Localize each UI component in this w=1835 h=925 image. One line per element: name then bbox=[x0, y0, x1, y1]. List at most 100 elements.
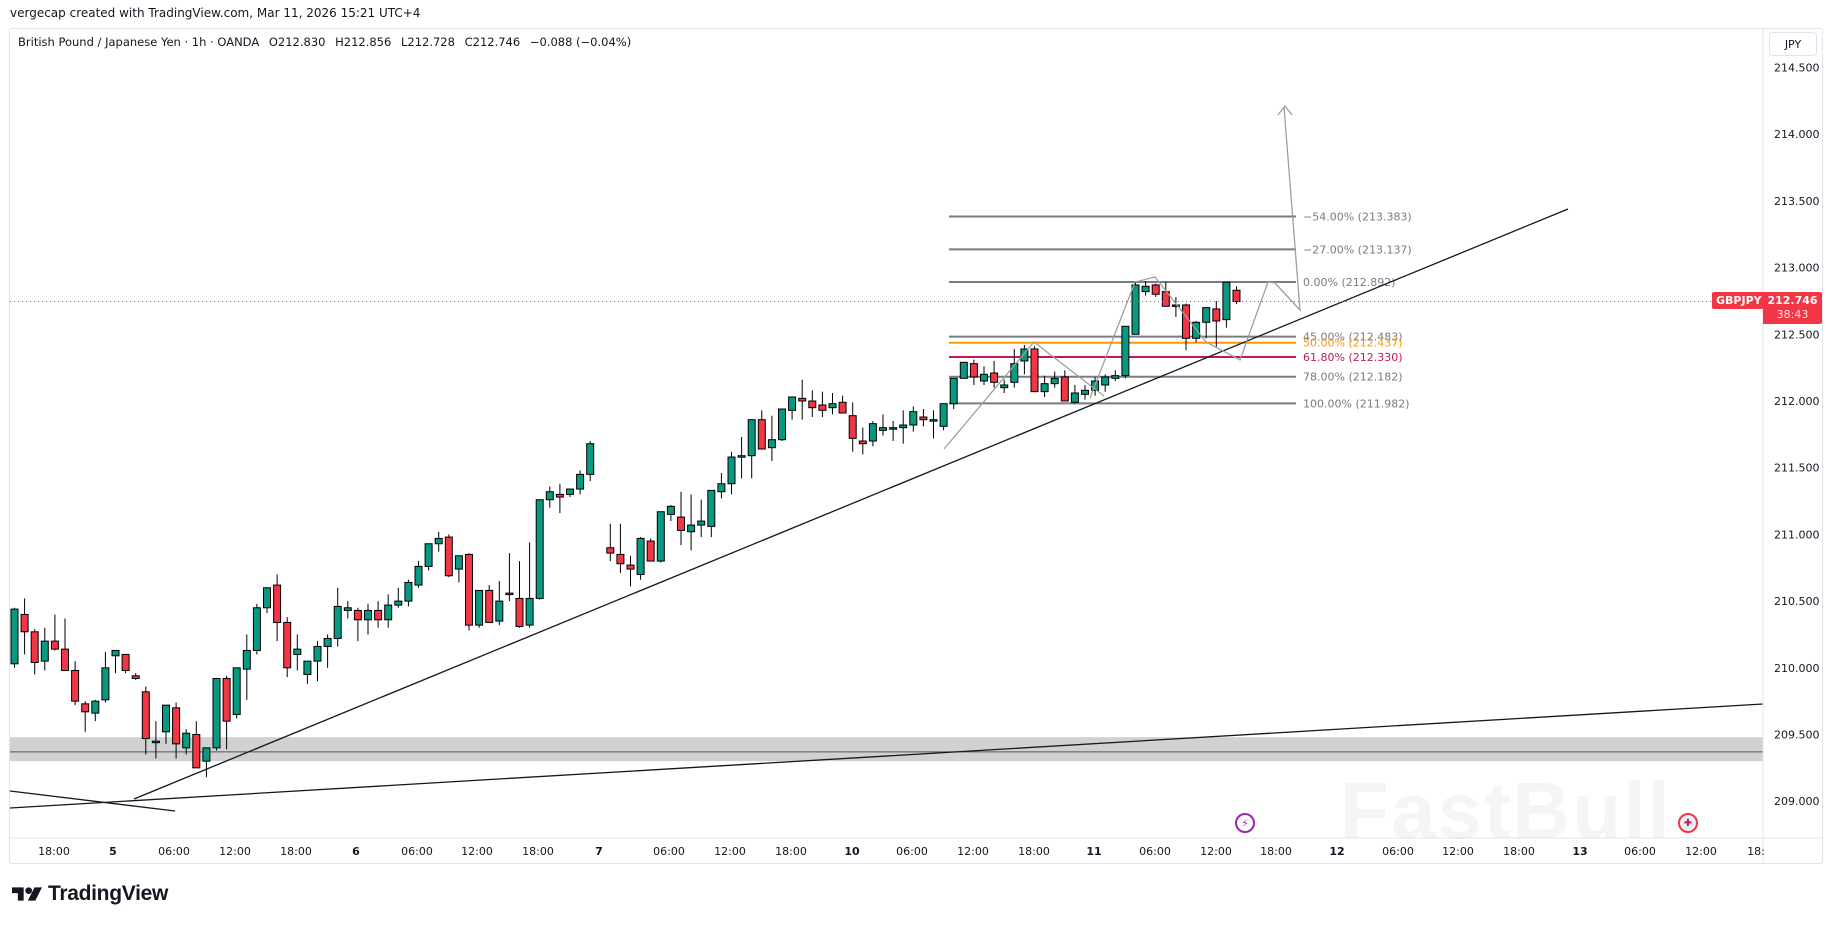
change-value: −0.088 (−0.04%) bbox=[529, 35, 632, 49]
fib-level-label: −54.00% (213.383) bbox=[1303, 211, 1412, 224]
support-zone-rect[interactable] bbox=[10, 737, 1763, 762]
candle bbox=[586, 443, 595, 475]
tradingview-logo: TradingView bbox=[12, 882, 168, 906]
price-tick: 212.500 bbox=[1774, 328, 1820, 341]
projection-zigzag-1[interactable] bbox=[943, 341, 1105, 450]
time-tick: 06:00 bbox=[1624, 845, 1656, 858]
fib-level-label: 61.80% (212.330) bbox=[1303, 351, 1403, 364]
candle bbox=[1121, 325, 1130, 377]
candle bbox=[222, 677, 231, 722]
candle bbox=[182, 732, 191, 749]
candle bbox=[626, 564, 635, 570]
candle bbox=[757, 419, 766, 450]
symbol-legend: British Pound / Japanese Yen · 1h · OAND… bbox=[18, 35, 637, 49]
candle bbox=[313, 645, 322, 662]
time-tick: 6 bbox=[352, 845, 360, 858]
candle bbox=[818, 404, 827, 411]
candles bbox=[10, 280, 1241, 778]
last-price-value: 212.746 bbox=[1767, 294, 1818, 307]
candle bbox=[1222, 281, 1231, 321]
chart-frame[interactable] bbox=[9, 28, 1823, 864]
time-tick: 18:00 bbox=[280, 845, 312, 858]
candle bbox=[505, 592, 514, 596]
candle bbox=[131, 675, 140, 679]
candle bbox=[424, 543, 433, 567]
candle bbox=[343, 607, 352, 611]
candle bbox=[444, 536, 453, 577]
candle bbox=[101, 667, 110, 701]
candle bbox=[747, 419, 756, 457]
candle bbox=[434, 537, 443, 545]
candle bbox=[111, 649, 120, 657]
candle bbox=[212, 677, 221, 749]
ascending-trendline[interactable] bbox=[133, 208, 1569, 800]
time-tick: 13 bbox=[1572, 845, 1587, 858]
time-tick: 12:00 bbox=[714, 845, 746, 858]
projection-zigzag-2[interactable] bbox=[1089, 106, 1301, 399]
candle bbox=[81, 703, 90, 713]
candle bbox=[1040, 383, 1049, 393]
candle bbox=[798, 397, 807, 402]
time-tick: 18:00 bbox=[775, 845, 807, 858]
fib-level-label: 100.00% (211.982) bbox=[1303, 397, 1410, 410]
time-tick: 12:00 bbox=[957, 845, 989, 858]
candle bbox=[788, 396, 797, 411]
low-value: L212.728 bbox=[400, 35, 455, 49]
candle bbox=[374, 609, 383, 621]
candle bbox=[919, 416, 928, 421]
price-tick: 211.500 bbox=[1774, 462, 1820, 475]
candle bbox=[969, 363, 978, 378]
candle bbox=[1232, 289, 1241, 302]
candle bbox=[454, 555, 463, 570]
chart-credit: vergecap created with TradingView.com, M… bbox=[10, 6, 421, 20]
candle bbox=[1111, 375, 1120, 379]
uk-flag-event-icon[interactable]: ✚ bbox=[1678, 813, 1698, 833]
symbol-name[interactable]: British Pound / Japanese Yen · 1h · OAND… bbox=[18, 35, 260, 49]
candle bbox=[959, 361, 968, 379]
candle bbox=[353, 609, 362, 621]
candle bbox=[242, 649, 251, 670]
currency-button[interactable]: JPY bbox=[1769, 32, 1817, 56]
candle bbox=[858, 440, 867, 445]
fib-level-label: 45.00% (212.483) bbox=[1303, 331, 1403, 344]
candle bbox=[404, 581, 413, 602]
time-tick: 11 bbox=[1086, 845, 1101, 858]
candle bbox=[606, 547, 615, 554]
candle bbox=[980, 373, 988, 382]
candle bbox=[1060, 376, 1069, 402]
candle bbox=[293, 648, 302, 655]
candle bbox=[707, 489, 716, 527]
price-tick: 210.500 bbox=[1774, 595, 1820, 608]
candle bbox=[929, 419, 938, 422]
candle bbox=[677, 516, 685, 531]
candle bbox=[808, 400, 817, 409]
candle bbox=[91, 700, 100, 714]
candle bbox=[1020, 348, 1029, 362]
candle bbox=[10, 608, 19, 665]
candle bbox=[303, 660, 312, 675]
candle bbox=[485, 589, 494, 623]
short-trendline[interactable] bbox=[9, 790, 176, 812]
candle bbox=[848, 415, 857, 439]
lightning-event-icon[interactable]: ⚡ bbox=[1235, 813, 1255, 833]
time-tick: 06:00 bbox=[1139, 845, 1171, 858]
high-value: H212.856 bbox=[335, 35, 392, 49]
axes: 214.500 214.000 213.500 213.000 212.500 212.0… bbox=[10, 29, 1822, 864]
candle bbox=[364, 609, 372, 621]
candle bbox=[394, 600, 403, 606]
candle bbox=[717, 483, 726, 493]
long-trendline[interactable] bbox=[9, 703, 1764, 809]
price-tick: 212.000 bbox=[1774, 395, 1820, 408]
candle bbox=[939, 403, 948, 427]
candle bbox=[515, 597, 524, 627]
fib-level-label: 0.00% (212.892) bbox=[1303, 276, 1396, 289]
close-value: C212.746 bbox=[464, 35, 521, 49]
time-tick: 06:00 bbox=[401, 845, 433, 858]
candle bbox=[323, 637, 332, 647]
symbol-price-tag: GBPJPY bbox=[1712, 292, 1766, 309]
bar-countdown: 38:43 bbox=[1776, 308, 1809, 321]
candle bbox=[899, 424, 908, 429]
brand-name: TradingView bbox=[48, 882, 169, 905]
candle bbox=[778, 408, 786, 441]
